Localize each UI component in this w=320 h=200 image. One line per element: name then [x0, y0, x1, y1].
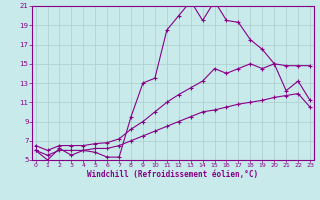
X-axis label: Windchill (Refroidissement éolien,°C): Windchill (Refroidissement éolien,°C) — [87, 170, 258, 179]
